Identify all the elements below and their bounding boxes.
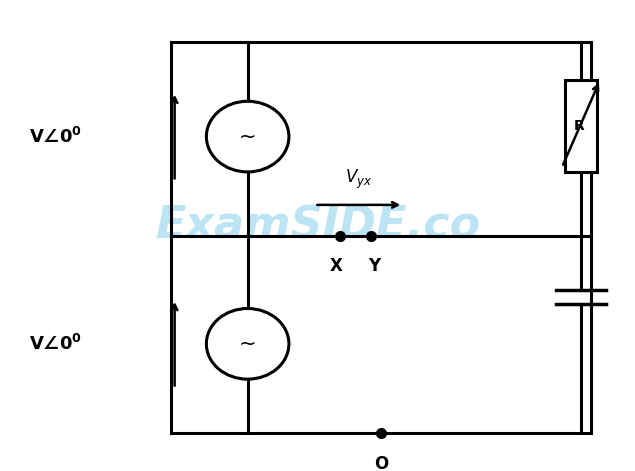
Ellipse shape: [206, 101, 289, 172]
Text: X: X: [330, 257, 343, 275]
Bar: [565, 80, 597, 172]
Text: ExamSIDE.co: ExamSIDE.co: [155, 204, 480, 248]
Text: $V_{yx}$: $V_{yx}$: [345, 168, 372, 191]
Text: Y: Y: [368, 257, 381, 275]
Ellipse shape: [206, 309, 289, 379]
Text: $\mathbf{V\angle0^0}$: $\mathbf{V\angle0^0}$: [29, 334, 81, 354]
Text: ~: ~: [239, 127, 257, 146]
Text: $\mathbf{V\angle0^0}$: $\mathbf{V\angle0^0}$: [29, 127, 81, 146]
Text: O: O: [374, 455, 388, 471]
Text: ~: ~: [239, 334, 257, 354]
Text: R: R: [574, 119, 584, 133]
